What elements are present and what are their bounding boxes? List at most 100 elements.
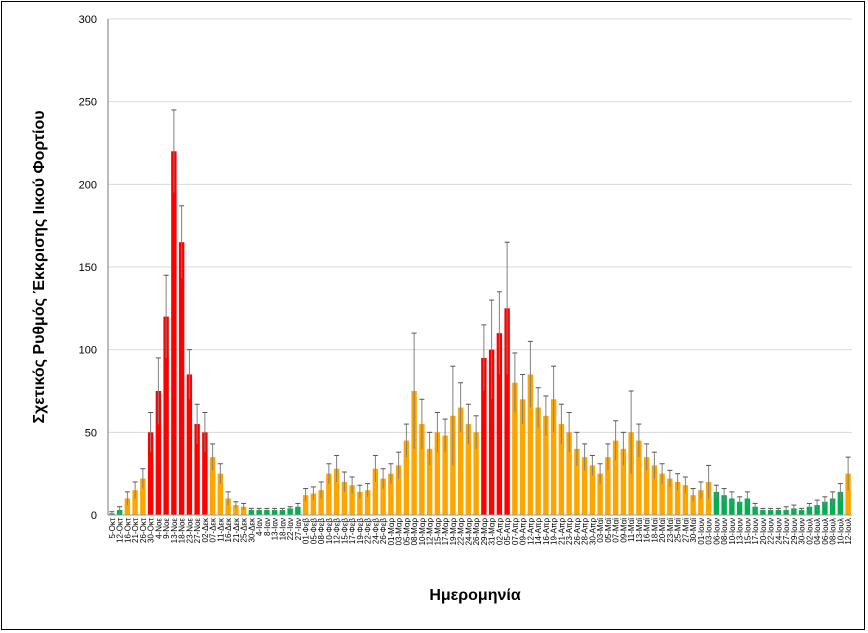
bar	[535, 407, 541, 515]
bar	[574, 448, 580, 515]
bar	[419, 424, 425, 515]
bar	[713, 491, 720, 515]
bar	[729, 498, 735, 515]
bar	[543, 415, 549, 515]
bar	[767, 510, 774, 515]
bar	[186, 374, 193, 515]
x-tick-label: 19-Απρ	[550, 518, 559, 545]
x-tick-label: 06-Ιουλ	[821, 518, 830, 545]
bar	[597, 473, 603, 515]
x-tick-label: 24-Φεβ	[371, 518, 380, 545]
x-tick-label: 19-Φεβ	[356, 518, 365, 545]
x-tick-label: 08-Ιουλ	[829, 518, 838, 545]
bar	[752, 506, 758, 515]
bar	[457, 407, 464, 515]
bar	[512, 382, 518, 515]
x-tick-label: 17-Φεβ	[348, 518, 357, 545]
x-tick-label: 22-Φεβ	[364, 518, 373, 545]
bar	[302, 495, 309, 515]
bar	[171, 151, 177, 515]
x-tick-label: 22-Μαρ	[457, 518, 466, 546]
x-tick-label: 16-Μαϊ	[643, 518, 652, 543]
bar	[442, 435, 448, 515]
x-tick-label: 26-Οκτ	[139, 517, 148, 543]
bar	[504, 308, 510, 515]
bar	[566, 432, 572, 515]
x-tick-label: 10-Μαρ	[418, 518, 427, 546]
bar	[481, 357, 487, 515]
bar	[558, 424, 565, 515]
bar	[217, 473, 224, 515]
y-tick-label: 200	[79, 179, 97, 191]
x-tick-label: 03-Μαϊ	[596, 518, 605, 543]
x-tick-label: 26-Μαρ	[472, 518, 481, 546]
x-tick-label: 9-Νοε	[162, 518, 171, 539]
bar	[264, 510, 270, 515]
x-tick-label: 16-Απρ	[542, 518, 551, 545]
bar	[636, 440, 642, 515]
bar	[620, 448, 627, 515]
x-tick-label: 05-Μαϊ	[604, 518, 613, 543]
x-tick-label: 30-Απρ	[588, 518, 597, 545]
x-tick-label: 24-Μαρ	[464, 518, 473, 546]
bar	[279, 510, 286, 515]
bar	[194, 424, 200, 515]
bar	[248, 510, 255, 515]
bar	[473, 432, 479, 515]
y-axis-ticks: 0 50 100 150 200 250 300	[79, 14, 97, 522]
x-tick-label: 20-Ιουν	[759, 518, 768, 545]
x-tick-label: 10-Ιουλ	[836, 518, 845, 545]
bar	[364, 490, 371, 515]
bar	[403, 440, 410, 515]
x-tick-label: 15-Ιουν	[743, 518, 752, 545]
bar	[690, 495, 696, 515]
x-tick-label: 4-Ιαν	[255, 518, 264, 536]
bar	[426, 448, 433, 515]
y-axis-title: Σχετικός Ρυθμός Έκκρισης Ιικού Φορτίου	[31, 110, 48, 423]
x-tick-label: 18-Ιαν	[278, 518, 287, 540]
x-tick-label: 30-Μαϊ	[689, 518, 698, 543]
x-tick-label: 13-Νοε	[170, 518, 179, 544]
bar	[760, 510, 766, 515]
x-tick-label: 12-Οκτ	[116, 517, 125, 543]
bar	[527, 374, 534, 515]
x-tick-label: 29-Μαρ	[480, 518, 489, 546]
x-tick-label: 10-Φεβ	[325, 518, 334, 545]
x-tick-label: 12-Μαρ	[426, 518, 435, 546]
x-axis-ticks: 5-Οκτ12-Οκτ16-Οκτ21-Οκτ26-Οκτ30-Οκτ4-Νοε…	[108, 517, 853, 545]
x-tick-label: 22-Ιουν	[767, 518, 776, 545]
x-tick-label: 03-Ιουν	[705, 518, 714, 545]
bar	[202, 432, 208, 515]
x-tick-label: 08-Φεβ	[317, 518, 326, 545]
x-tick-label: 15-Φεβ	[340, 518, 349, 545]
bar	[209, 457, 216, 515]
x-tick-label: 21-Απρ	[557, 518, 566, 545]
x-tick-label: 24-Ιουν	[774, 518, 783, 545]
x-tick-label: 26-Φεβ	[379, 518, 388, 545]
bar	[698, 490, 704, 515]
bar	[178, 242, 185, 515]
x-tick-label: 09-Απρ	[519, 518, 528, 545]
bar	[837, 491, 844, 515]
x-tick-label: 23-Μαϊ	[666, 518, 675, 543]
y-tick-label: 250	[79, 97, 97, 109]
x-tick-label: 25-Δεκ	[240, 517, 249, 542]
x-tick-label: 07-Δεκ	[209, 517, 218, 542]
x-tick-label: 21-Δεκ	[232, 517, 241, 542]
x-tick-label: 30-Ιουν	[798, 518, 807, 545]
bar	[845, 473, 851, 515]
x-tick-label: 27-Ιαν	[294, 518, 303, 540]
bar	[651, 465, 658, 515]
bar	[147, 432, 154, 515]
x-tick-label: 4-Νοε	[154, 518, 163, 539]
x-tick-label: 18-Νοε	[178, 518, 187, 544]
x-tick-label: 5-Οκτ	[108, 517, 117, 538]
bar	[829, 498, 836, 515]
x-tick-label: 04-Ιουλ	[813, 518, 822, 545]
bar	[326, 473, 332, 515]
bar	[132, 490, 138, 515]
x-tick-label: 08-Μαρ	[410, 518, 419, 546]
bar	[798, 510, 805, 515]
x-tick-label: 11-Μαϊ	[627, 518, 636, 542]
gridlines	[108, 18, 852, 433]
